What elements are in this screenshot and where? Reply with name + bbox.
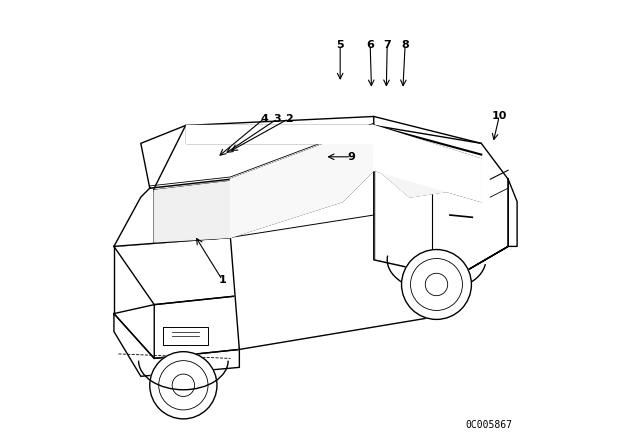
Polygon shape [141,116,374,188]
Polygon shape [114,179,230,246]
Polygon shape [114,237,239,305]
Text: 3: 3 [274,114,281,124]
Polygon shape [374,125,481,202]
Polygon shape [114,314,239,376]
Text: 5: 5 [337,40,344,50]
Text: 2: 2 [285,114,292,124]
Text: 9: 9 [348,152,355,162]
Text: 1: 1 [218,275,226,285]
Text: 4: 4 [260,114,268,124]
Text: 10: 10 [492,112,507,121]
Text: 7: 7 [383,40,391,50]
Polygon shape [154,296,239,358]
Polygon shape [154,181,230,242]
Text: 8: 8 [401,40,409,50]
Circle shape [150,352,217,419]
Polygon shape [378,143,454,197]
Circle shape [401,250,472,319]
Text: 0C005867: 0C005867 [466,420,513,430]
Polygon shape [230,125,374,237]
Polygon shape [230,170,454,349]
Text: 6: 6 [366,40,374,50]
Polygon shape [230,125,508,278]
Polygon shape [186,125,374,143]
